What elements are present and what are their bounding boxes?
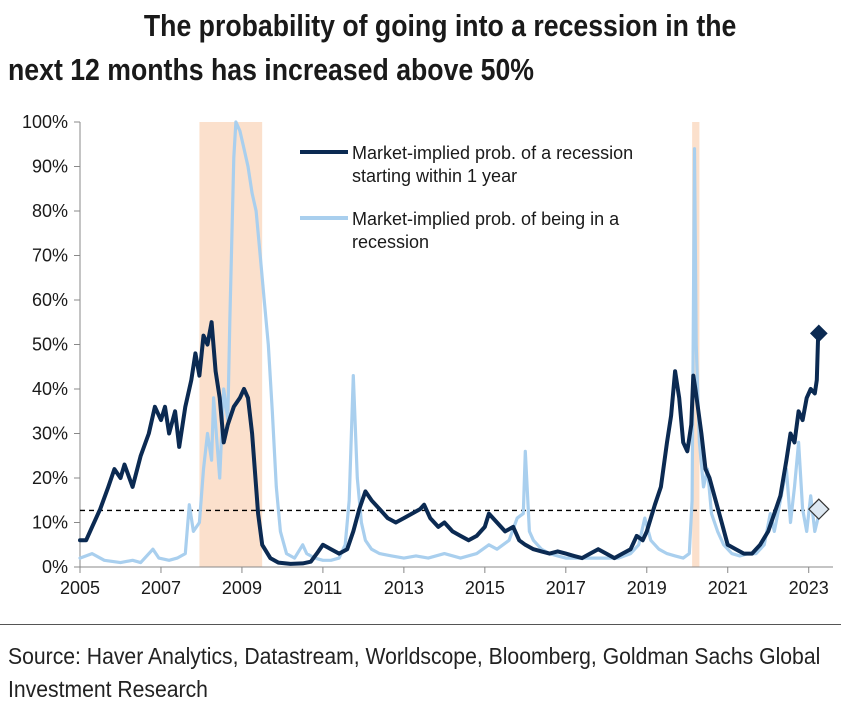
y-tick-label: 60%: [32, 290, 68, 310]
recession-shading-group: [199, 122, 700, 567]
legend-label-line: Market-implied prob. of being in a: [352, 209, 620, 229]
end-marker-in-recession: [807, 498, 830, 520]
source-divider: [0, 624, 841, 625]
x-tick-label: 2019: [627, 578, 667, 598]
y-tick-label: 0%: [42, 557, 68, 577]
legend-label-line: starting within 1 year: [352, 166, 517, 186]
series-line-start-within-1yr: [78, 320, 820, 566]
chart-title-line-2: next 12 months has increased above 50%: [8, 52, 535, 87]
recession-probability-chart: 0% 10% 20% 30% 40% 50% 60% 70% 80% 90% 100% 2005 200…: [22, 112, 833, 598]
y-tick-label: 30%: [32, 424, 68, 444]
series-lines-group: [78, 120, 820, 566]
y-tick-label: 20%: [32, 468, 68, 488]
legend-label-line: Market-implied prob. of a recession: [352, 143, 633, 163]
end-markers-group: [807, 324, 830, 520]
y-tick-label: 90%: [32, 157, 68, 177]
y-tick-label: 40%: [32, 379, 68, 399]
y-tick-label: 10%: [32, 513, 68, 533]
legend-label-line: recession: [352, 232, 429, 252]
legend-label-1: Market-implied prob. of a recession start…: [352, 143, 633, 186]
x-tick-label: 2013: [384, 578, 424, 598]
x-tick-label: 2015: [465, 578, 505, 598]
chart-title: The probability of going into a recessio…: [8, 4, 737, 92]
x-tick-label: 2017: [546, 578, 586, 598]
chart-title-line-1: The probability of going into a recessio…: [143, 8, 737, 43]
chart-legend: Market-implied prob. of a recession start…: [300, 143, 633, 252]
chart-axes: 0% 10% 20% 30% 40% 50% 60% 70% 80% 90% 100% 2005 200…: [22, 112, 833, 598]
x-tick-label: 2021: [708, 578, 748, 598]
y-tick-label: 50%: [32, 335, 68, 355]
y-tick-label: 80%: [32, 201, 68, 221]
y-tick-label: 70%: [32, 246, 68, 266]
x-tick-label: 2007: [141, 578, 181, 598]
series-line-in-recession: [78, 120, 820, 565]
end-marker-start-within-1yr: [809, 324, 828, 343]
x-tick-label: 2023: [789, 578, 829, 598]
x-tick-label: 2009: [222, 578, 262, 598]
y-tick-label: 100%: [22, 112, 68, 132]
x-tick-label: 2011: [304, 578, 343, 598]
x-tick-label: 2005: [60, 578, 100, 598]
source-line-2: Investment Research: [8, 676, 208, 702]
source-line-1: Source: Haver Analytics, Datastream, Wor…: [8, 643, 821, 669]
source-note: Source: Haver Analytics, Datastream, Wor…: [8, 640, 821, 706]
legend-label-2: Market-implied prob. of being in a recess…: [352, 209, 620, 252]
